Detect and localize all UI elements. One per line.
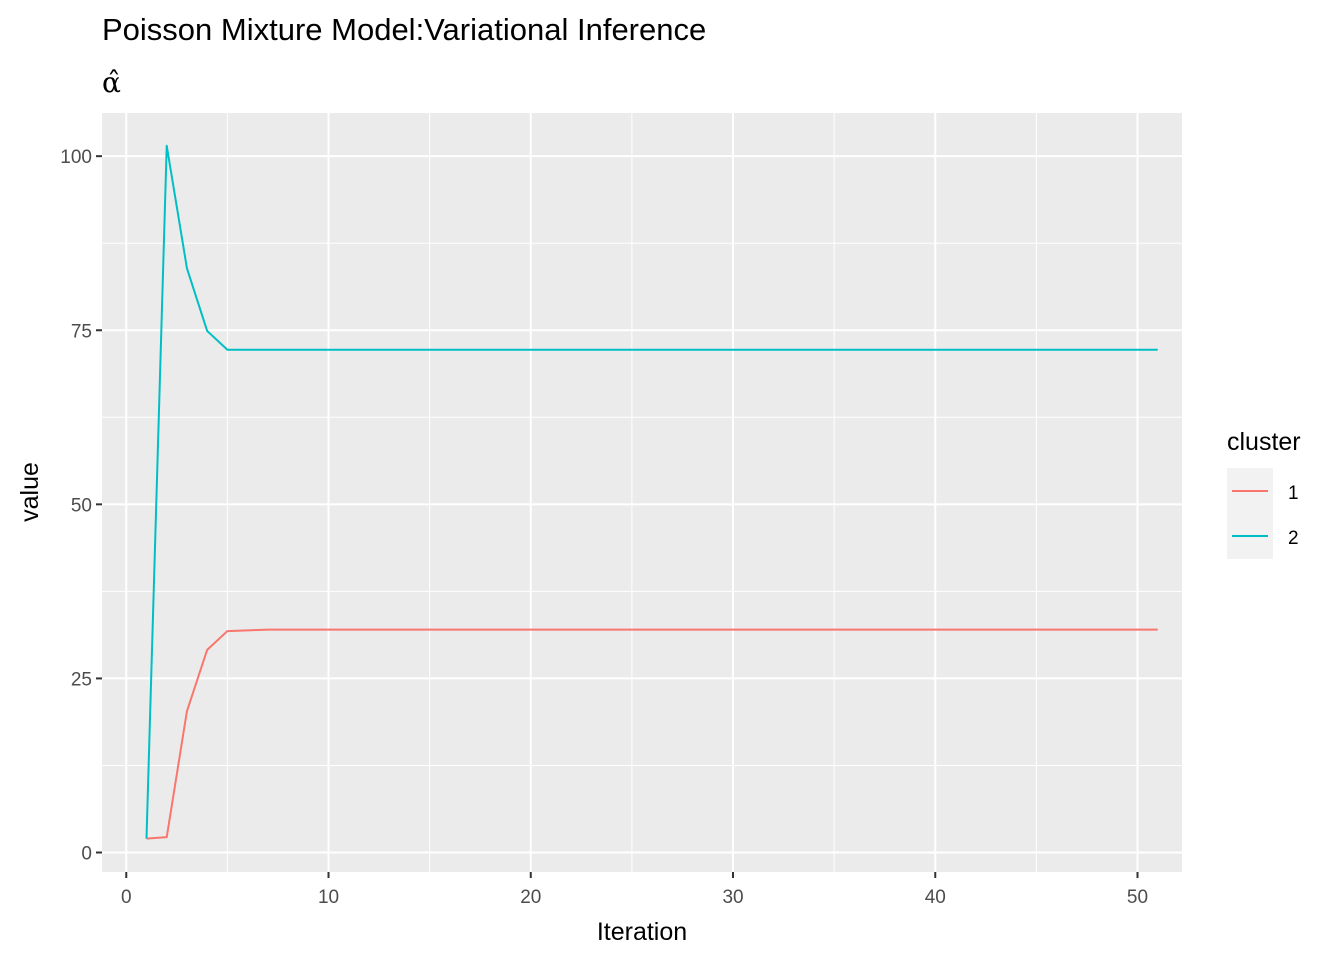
y-tick-label: 100 <box>60 147 92 168</box>
x-tick-label: 20 <box>520 887 541 908</box>
y-tick-label: 75 <box>71 321 92 342</box>
legend-key-background <box>1227 468 1273 559</box>
x-axis-ticks: 0 10 20 30 40 50 <box>121 872 1148 908</box>
legend-label-1: 1 <box>1288 483 1299 504</box>
legend: cluster 12 <box>1227 428 1301 559</box>
chart-title: Poisson Mixture Model:Variational Infere… <box>102 12 706 47</box>
y-tick-label: 50 <box>71 495 92 516</box>
legend-label-2: 2 <box>1288 528 1299 549</box>
x-tick-label: 10 <box>318 887 339 908</box>
x-tick-label: 40 <box>925 887 946 908</box>
series-1-line <box>146 628 1158 840</box>
chart-subtitle: α̂ <box>102 66 121 99</box>
series-2-line <box>145 144 1158 839</box>
series-lines <box>145 144 1158 840</box>
minor-gridlines <box>102 113 1182 872</box>
y-axis-title: value <box>16 462 44 522</box>
plot-panel <box>102 113 1182 872</box>
x-axis-title: Iteration <box>597 918 687 946</box>
major-gridlines <box>102 113 1182 872</box>
x-tick-label: 30 <box>722 887 743 908</box>
legend-title: cluster <box>1227 428 1301 456</box>
y-axis-ticks: 0 25 50 75 100 <box>60 147 102 865</box>
legend-items: 12 <box>1232 483 1299 549</box>
y-tick-label: 25 <box>71 669 92 690</box>
x-tick-label: 0 <box>121 887 132 908</box>
y-tick-label: 0 <box>81 844 92 865</box>
x-tick-label: 50 <box>1127 887 1148 908</box>
